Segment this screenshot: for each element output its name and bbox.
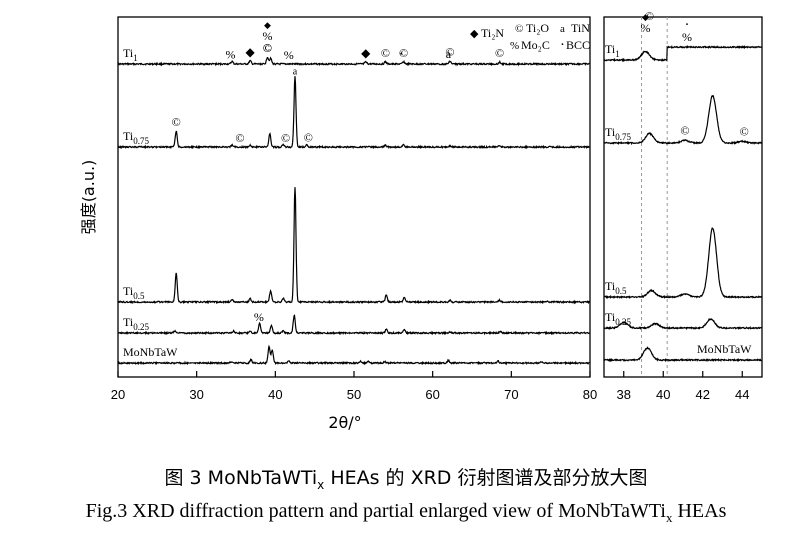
caption-cn-tail: HEAs 的 XRD 衍射图谱及部分放大图 [324,467,648,489]
peak-marker: ◆ [361,46,371,60]
zoom-series-label-Ti0.5: Ti0.5 [605,279,627,296]
series-label-Ti0.75: Ti0.75 [123,129,150,146]
main-x-tick-label: 40 [268,387,282,402]
y-axis-label: 强度(a.u.) [79,160,98,235]
main-x-tick-label: 30 [189,387,203,402]
x-axis-label: 2θ/° [328,413,361,432]
zoom-peak-marker: ◆ [642,12,649,22]
zoom-peak-marker: % [640,21,650,35]
series-label-Ti1: Ti1 [123,46,138,63]
peak-marker: © [445,45,454,59]
peak-marker: a [446,47,452,61]
main-xrd-panel: Ti1 Ti0.75 Ti0.5 Ti0.25 MoNbTaW 20 30 40 50 60 70 8… [79,16,597,432]
peak-marker: © [281,131,290,145]
legend-label: Ti₂N [481,26,504,40]
zoom-peak-marker: © [645,9,654,23]
legend-symbol: · [560,37,565,53]
caption-cn-sub: x [317,477,325,492]
legend-label: Ti₂O [526,21,549,35]
stacked-peak-marker: ◆ [264,20,271,30]
main-x-tick-label: 20 [111,387,125,402]
main-x-tick-label: 50 [347,387,361,402]
figure-caption-english: Fig.3 XRD diffraction pattern and partia… [0,500,812,526]
zoom-peak-marker: © [740,124,749,138]
legend-label: Mo₂C [521,38,550,52]
legend-label: TiN [571,21,590,35]
peak-marker: © [172,115,181,129]
main-plot-frame [117,16,591,378]
zoom-peak-marker: · [684,17,689,33]
figure-caption-chinese: 图 3 MoNbTaWTix HEAs 的 XRD 衍射图谱及部分放大图 [0,463,812,492]
zoom-peak-marker: © [680,123,689,137]
zoom-series-label-Ti0.75: Ti0.75 [605,125,632,142]
caption-en-tail: HEAs [672,500,727,522]
zoom-series-line-Ti0.25 [603,317,762,331]
zoom-peak-marker: % [682,30,692,44]
legend-symbol: a [560,23,565,35]
series-line-Ti0.25 [117,314,590,336]
series-line-Ti0.5 [117,187,590,305]
zoom-x-tick-label: 44 [735,387,749,402]
peak-marker: % [284,48,294,62]
legend: ◆ Ti₂N © Ti₂O a TiN% Mo₂C · BCC [470,21,590,53]
series-label-Ti0.5: Ti0.5 [123,284,145,301]
series-label-Ti0.25: Ti0.25 [123,315,150,332]
peak-marker: % [254,310,264,324]
series-line-Ti1 [117,56,590,67]
main-x-tick-label: 60 [425,387,439,402]
stacked-peak-marker: © [263,41,272,55]
peak-marker: © [399,46,408,60]
main-x-tick-label: 80 [583,387,597,402]
zoom-series-line-Ti1 [603,44,762,63]
peak-marker: % [225,47,235,61]
caption-en-head: Fig.3 XRD diffraction pattern and partia… [85,500,666,522]
zoom-series-label-Ti0.25: Ti0.25 [605,310,632,327]
peak-marker: © [495,46,504,60]
caption-cn-head: 图 3 MoNbTaWTi [164,467,318,489]
zoom-series-line-Ti0.75 [603,94,762,146]
main-x-tick-label: 70 [504,387,518,402]
legend-symbol: © [515,23,523,35]
zoom-series-line-Ti0.5 [604,226,763,300]
zoom-series-label-MoNbTaW: MoNbTaW [697,342,752,356]
zoom-series-line-MoNbTaW [603,346,762,363]
stacked-peak-marker: % [262,29,272,43]
peak-marker: ◆ [246,45,256,59]
legend-label: BCC [566,38,590,52]
legend-symbol: % [510,40,519,52]
caption-en-sub: x [665,510,673,525]
zoom-x-tick-label: 40 [656,387,670,402]
top-peak-marker: a [293,67,298,78]
peak-marker: © [263,41,272,55]
zoom-x-tick-label: 42 [696,387,710,402]
series-line-MoNbTaW [117,344,590,366]
series-label-MoNbTaW: MoNbTaW [123,345,178,359]
peak-marker: · [399,46,404,63]
zoom-x-tick-label: 38 [617,387,631,402]
zoom-series-label-Ti1: Ti1 [605,42,620,59]
peak-marker: © [235,131,244,145]
zoom-plot-frame [603,16,763,378]
peak-marker: © [304,130,313,144]
series-line-Ti0.75 [117,76,590,150]
legend-symbol: ◆ [470,28,479,40]
peak-marker: © [381,46,390,60]
